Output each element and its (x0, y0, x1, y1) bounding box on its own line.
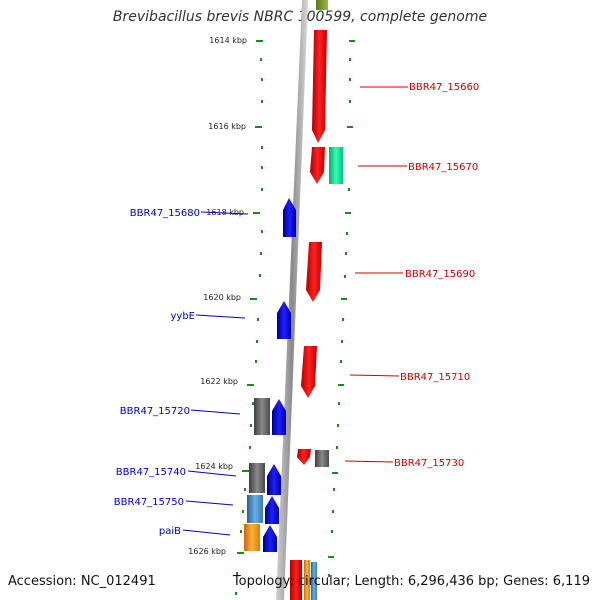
gene-block-gray[interactable] (315, 450, 329, 467)
tick-label: 1618 kbp (206, 208, 244, 217)
tick-label: 1616 kbp (208, 122, 246, 131)
gene-block-olive[interactable] (316, 0, 328, 10)
gene-label[interactable]: BBR47_15720 (120, 406, 190, 417)
tick-label: 1620 kbp (203, 293, 241, 302)
gene-label[interactable]: BBR47_15730 (394, 458, 464, 469)
genome-summary-text: Topology: circular; Length: 6,296,436 bp… (232, 574, 590, 589)
gene-block-orange[interactable] (244, 524, 260, 551)
gene-label[interactable]: BBR47_15670 (408, 162, 478, 173)
genome-backbone (276, 0, 308, 600)
gene-label[interactable]: BBR47_15750 (114, 497, 184, 508)
gene-block-teal[interactable] (329, 147, 343, 184)
gene-block-gray[interactable] (254, 398, 270, 435)
gene-label[interactable]: yybE (170, 311, 195, 322)
gene-arrow[interactable] (263, 525, 277, 552)
gene-block-orange[interactable] (304, 560, 310, 600)
gene-label[interactable]: BBR47_15660 (409, 82, 479, 93)
tick-label: 1614 kbp (209, 36, 247, 45)
scale-labels: 1614 kbp 1616 kbp 1618 kbp 1620 kbp 1622… (188, 36, 247, 556)
gene-arrow[interactable] (306, 242, 322, 302)
gene-arrow[interactable] (297, 449, 311, 465)
tick-label: 1622 kbp (200, 377, 238, 386)
scale-ticks (237, 40, 263, 554)
scale-dots-left (235, 58, 263, 595)
accession-text: Accession: NC_012491 (8, 574, 156, 589)
gene-label[interactable]: BBR47_15710 (400, 372, 470, 383)
gene-block-steel[interactable] (247, 495, 263, 523)
gene-arrow[interactable] (272, 399, 286, 435)
tick-label: 1624 kbp (195, 462, 233, 471)
gene-labels-right: BBR47_15660 BBR47_15670 BBR47_15690 BBR4… (394, 82, 479, 469)
gene-arrow[interactable] (267, 464, 281, 495)
gene-block-steel[interactable] (311, 562, 317, 600)
gene-label[interactable]: BBR47_15680 (130, 208, 200, 219)
scale-dots-right (328, 40, 355, 577)
gene-label[interactable]: BBR47_15690 (405, 269, 475, 280)
reverse-genes (263, 198, 296, 552)
gene-block-gray[interactable] (249, 463, 265, 493)
other-genes (244, 147, 343, 600)
forward-genes (290, 0, 328, 600)
tick-label: 1626 kbp (188, 547, 226, 556)
gene-arrow[interactable] (312, 30, 327, 143)
gene-label[interactable]: BBR47_15740 (116, 467, 186, 478)
gene-labels-left: BBR47_15680 yybE BBR47_15720 BBR47_15740… (114, 208, 200, 537)
gene-label[interactable]: paiB (159, 526, 181, 537)
gene-arrow[interactable] (265, 496, 279, 524)
leader-lines-right (344, 86, 408, 463)
map-title: Brevibacillus brevis NBRC 100599, comple… (112, 9, 488, 25)
gene-arrow[interactable] (277, 301, 291, 339)
gene-arrow[interactable] (283, 198, 296, 237)
gene-arrow[interactable] (290, 560, 302, 600)
gene-arrow[interactable] (301, 346, 317, 398)
gene-arrow[interactable] (310, 147, 325, 184)
leader-lines-left (182, 211, 249, 536)
